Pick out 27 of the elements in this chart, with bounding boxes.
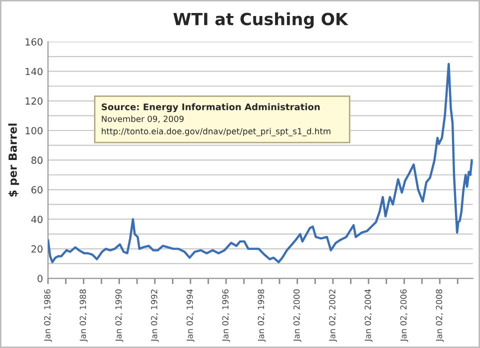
x-tick-label: Jan 02, 2000	[293, 289, 302, 342]
x-tick-label: Jan 02, 1988	[80, 289, 88, 342]
y-tick-label: 120	[26, 97, 42, 105]
annotation: http://tonto.eia.doe.gov/dnav/pet/pet_pri_spt_s1_d.htm	[102, 128, 330, 136]
x-tick-label: Jan 02, 2006	[400, 289, 408, 342]
x-tick-label: Jan 02, 1994	[186, 289, 194, 342]
y-tick-label: 0	[38, 274, 42, 282]
x-tick-label: Jan 02, 1990	[115, 289, 124, 342]
annotation: Source: Energy Information Administration	[102, 103, 320, 112]
x-tick-label: Jan 02, 1986	[44, 289, 52, 342]
y-axis-title: $ per Barrel	[8, 124, 20, 197]
x-tick-label: Jan 02, 1996	[222, 289, 230, 342]
y-tick-label: 40	[31, 216, 42, 224]
x-tick-label: Jan 02, 2004	[364, 289, 373, 342]
y-tick-label: 100	[26, 126, 42, 134]
x-tick-label: Jan 02, 1998	[258, 289, 266, 342]
y-tick-label: 160	[26, 38, 42, 46]
y-tick-label: 80	[31, 156, 42, 164]
y-tick-label: 140	[26, 68, 42, 76]
y-tick-label: 20	[31, 245, 42, 253]
x-tick-label: Jan 02, 1992	[150, 290, 159, 342]
chart-title: WTI at Cushing OK	[173, 12, 348, 29]
x-tick-label: Jan 02, 2008	[436, 289, 444, 342]
line-series	[48, 62, 473, 264]
y-tick-label: 60	[31, 186, 42, 194]
annotation: November 09, 2009	[102, 116, 184, 123]
x-tick-label: Jan 02, 2002	[329, 290, 337, 342]
